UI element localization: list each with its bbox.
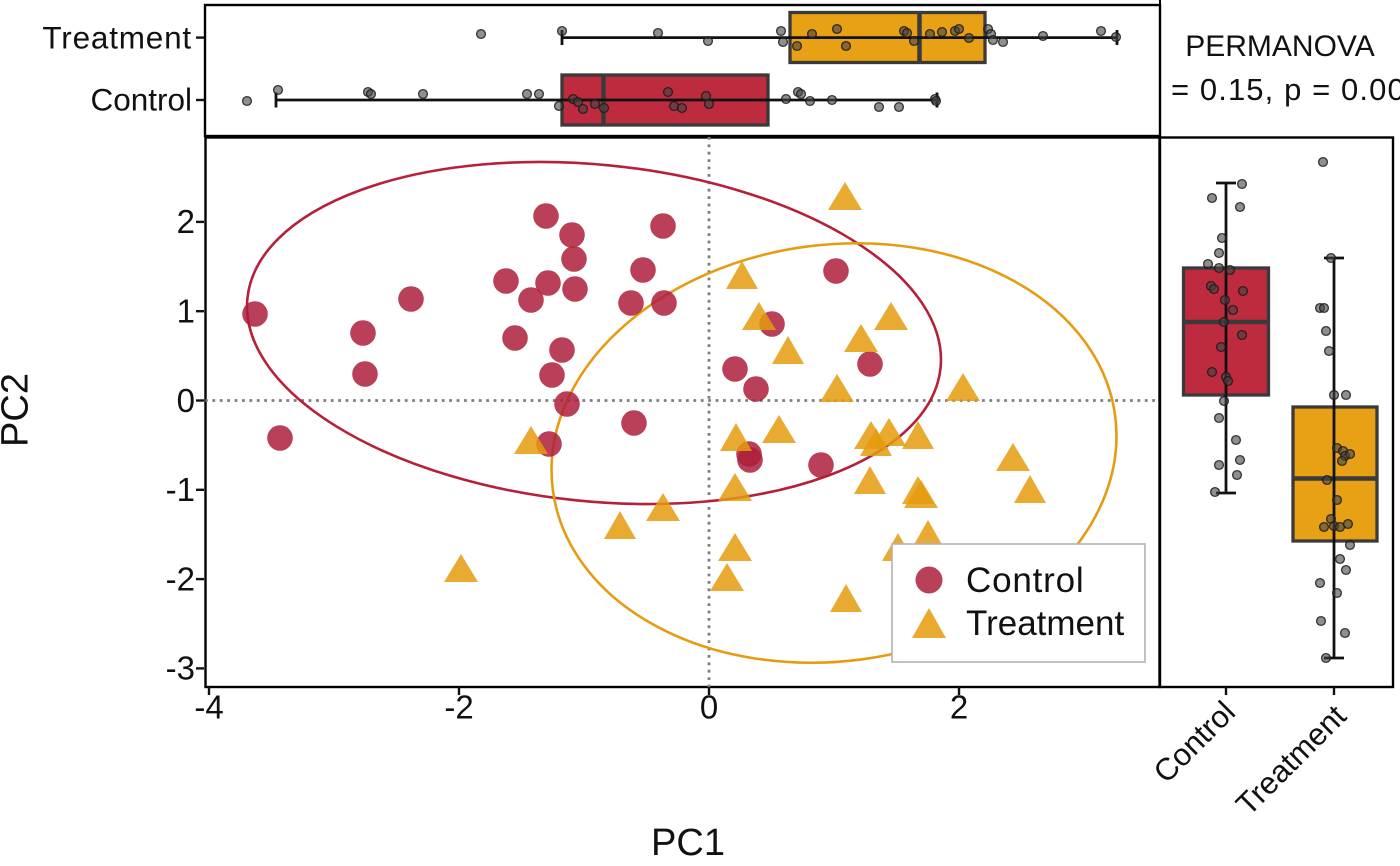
svg-text:= 0.15, p = 0.001: = 0.15, p = 0.001 — [1171, 72, 1400, 107]
svg-text:PERMANOVA: PERMANOVA — [1185, 30, 1374, 63]
svg-text:-2: -2 — [444, 689, 473, 726]
svg-text:2: 2 — [177, 203, 195, 240]
svg-text:PC2: PC2 — [0, 373, 37, 447]
svg-text:0: 0 — [700, 689, 718, 726]
svg-text:2: 2 — [950, 689, 968, 726]
svg-text:Treatment: Treatment — [966, 604, 1124, 643]
svg-text:-4: -4 — [194, 689, 223, 726]
svg-text:Control: Control — [90, 82, 192, 118]
svg-text:Control: Control — [966, 561, 1084, 600]
svg-text:-3: -3 — [166, 650, 195, 687]
svg-text:-1: -1 — [166, 471, 195, 508]
svg-text:-2: -2 — [166, 560, 195, 597]
svg-text:1: 1 — [177, 293, 195, 330]
svg-text:0: 0 — [177, 382, 195, 419]
svg-text:Treatment: Treatment — [42, 20, 192, 56]
svg-text:PC1: PC1 — [651, 822, 725, 864]
